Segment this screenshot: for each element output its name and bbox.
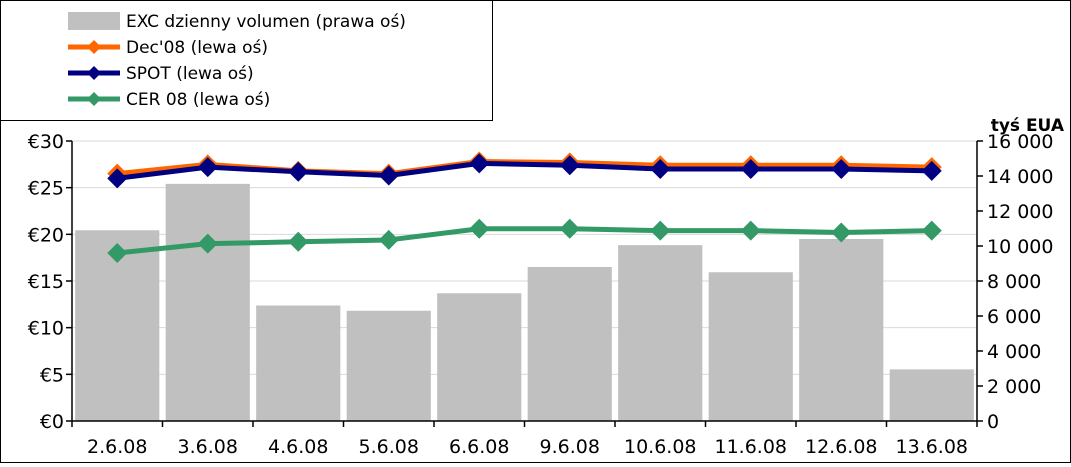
volume-bar [889, 369, 974, 421]
series-marker [197, 233, 218, 254]
x-tick-label: 9.6.08 [540, 436, 600, 458]
right-tick-label: 8 000 [987, 271, 1041, 293]
volume-bar [708, 272, 793, 421]
series-marker [288, 161, 309, 182]
right-tick-label: 16 000 [987, 131, 1053, 153]
left-tick-label: €20 [28, 224, 64, 246]
series-marker [650, 159, 671, 179]
series-line [116, 226, 932, 256]
series-marker [921, 160, 942, 181]
legend-marker [87, 92, 101, 106]
legend-label: CER 08 (lewa oś) [126, 90, 270, 110]
left-tick-label: €25 [28, 178, 64, 200]
right-tick-label: 2 000 [987, 376, 1041, 398]
series-marker [559, 218, 580, 239]
lines [107, 151, 942, 263]
series-marker [107, 168, 128, 189]
x-tick-label: 13.6.08 [895, 436, 968, 458]
volume-bar [256, 305, 341, 421]
x-tick-label: 10.6.08 [624, 436, 697, 458]
legend: EXC dzienny volumen (prawa oś) Dec'08 (le… [0, 0, 493, 121]
tick-labels: €0 €5 €10 €15 €20 €25 €30 0 2 000 4 000 6 000 8 000… [28, 131, 1054, 458]
right-axis-unit-label: tyś EUA [991, 116, 1065, 136]
volume-bar [618, 245, 703, 421]
volume-bar [527, 267, 612, 421]
volume-bar [165, 183, 250, 421]
left-tick-label: €30 [28, 131, 64, 153]
right-tick-label: 10 000 [987, 236, 1053, 258]
x-tick-label: 11.6.08 [714, 436, 787, 458]
left-tick-label: €5 [40, 364, 64, 386]
volume-bar [346, 310, 431, 421]
right-tick-label: 0 [987, 411, 999, 433]
left-tick-label: €15 [28, 271, 64, 293]
series-marker [469, 153, 490, 174]
x-tick-label: 12.6.08 [805, 436, 878, 458]
axes [66, 140, 983, 427]
volume-bar [437, 293, 522, 421]
series-marker [831, 159, 852, 179]
series-line [116, 160, 932, 181]
legend-marker [87, 40, 101, 54]
legend-label: EXC dzienny volumen (prawa oś) [126, 12, 406, 32]
legend-swatch [68, 12, 120, 30]
series-marker [378, 165, 399, 186]
legend-marker [87, 66, 101, 80]
right-tick-label: 12 000 [987, 201, 1053, 223]
x-tick-label: 5.6.08 [359, 436, 419, 458]
series-marker [378, 229, 399, 250]
right-tick-label: 4 000 [987, 341, 1041, 363]
right-tick-label: 14 000 [987, 166, 1053, 188]
left-tick-label: €0 [40, 411, 64, 433]
series-marker [288, 231, 309, 252]
x-tick-label: 2.6.08 [87, 436, 147, 458]
series-marker [921, 220, 942, 241]
legend-label: SPOT (lewa oś) [126, 64, 254, 84]
series-marker [650, 220, 671, 241]
series-marker [197, 157, 218, 178]
series-marker [559, 155, 580, 176]
left-tick-label: €10 [28, 318, 64, 340]
x-tick-label: 3.6.08 [178, 436, 238, 458]
series-marker [107, 243, 128, 263]
bars [75, 183, 974, 421]
volume-bar [799, 239, 884, 421]
series-marker [740, 159, 761, 179]
right-tick-label: 6 000 [987, 306, 1041, 328]
series-marker [469, 218, 490, 239]
legend-label: Dec'08 (lewa oś) [126, 38, 268, 58]
series-marker [831, 222, 852, 243]
series-marker [740, 220, 761, 241]
x-tick-label: 4.6.08 [268, 436, 328, 458]
x-tick-label: 6.6.08 [449, 436, 509, 458]
